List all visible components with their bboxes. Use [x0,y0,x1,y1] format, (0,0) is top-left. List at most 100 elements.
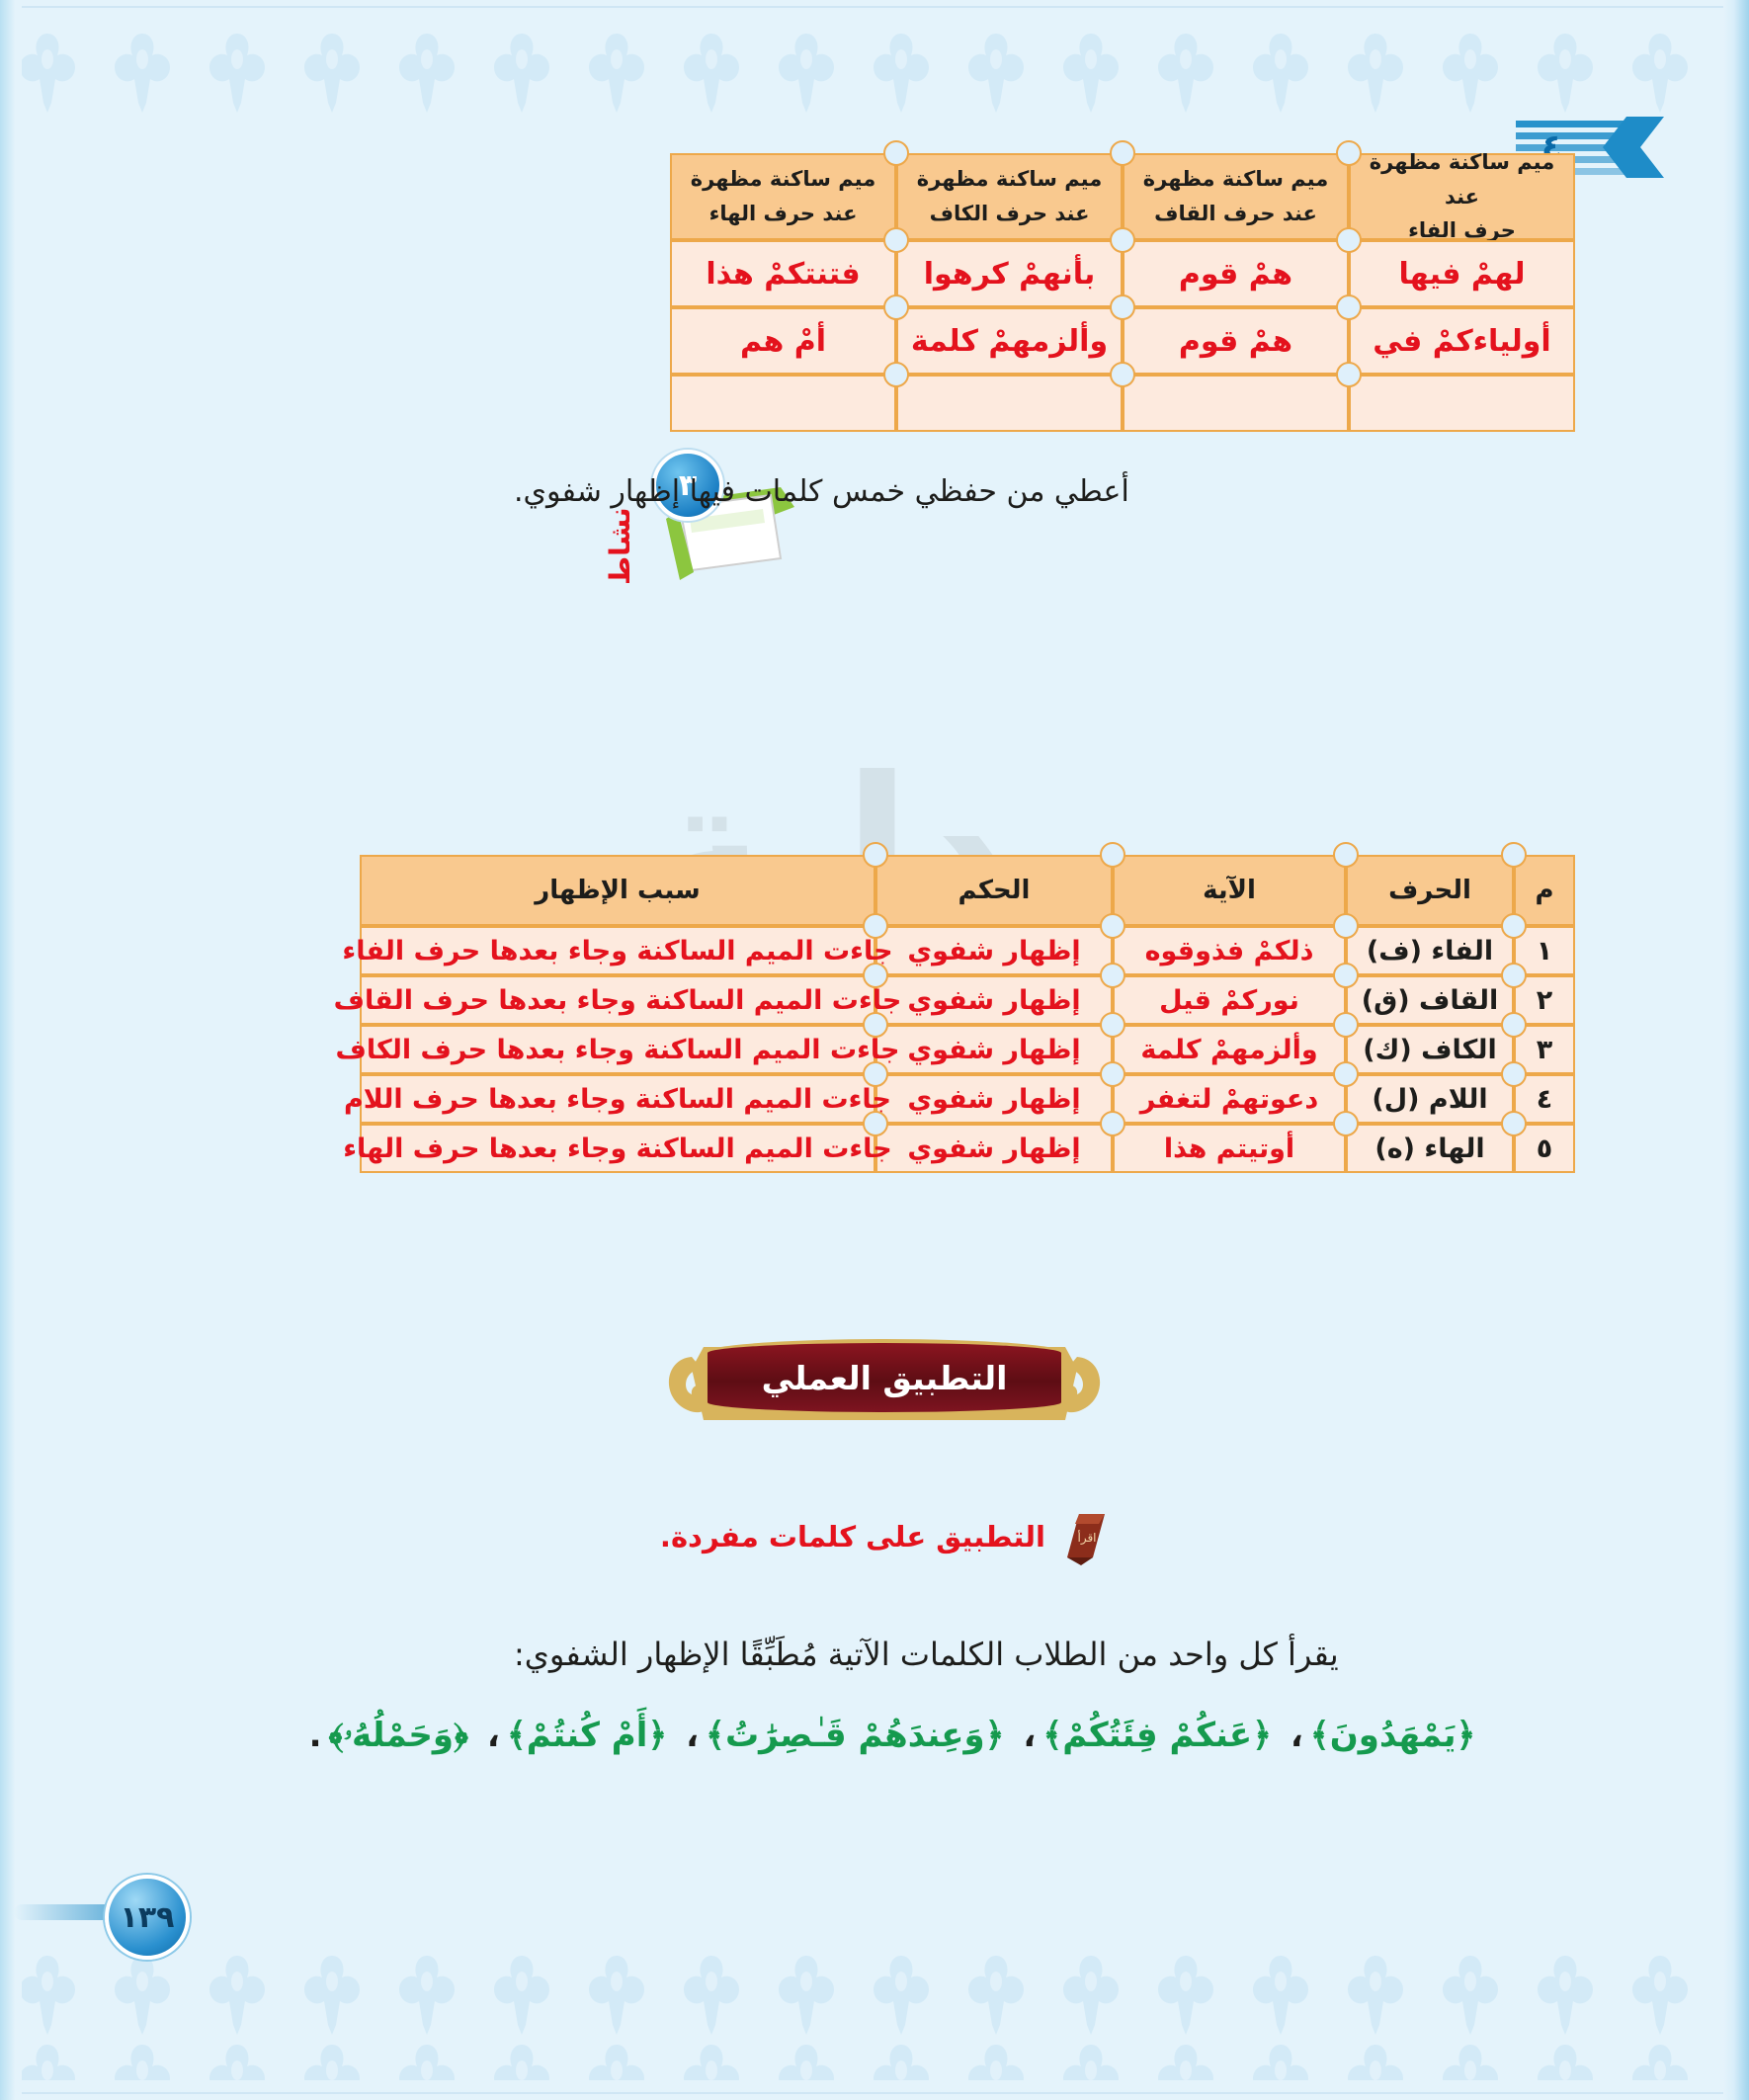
table-knob [1501,1111,1527,1136]
table2-cell-sabab: جاءت الميم الساكنة وجاء بعدها حرف الكاف [336,1025,899,1074]
terminator: . [308,1716,322,1755]
table-knob [1333,842,1359,868]
table2-cell-aya: دعوتهمْ لتغفر [1113,1074,1346,1124]
table2-header-num: م [1514,855,1575,926]
open-bracket-icon: ﴿ [1252,1716,1272,1755]
table-knob [883,362,909,387]
table-knob [1336,294,1362,320]
quran-word: عَنكُمْ فِئَتُكُمْ [1062,1716,1253,1755]
table2-cell-aya: وألزمهمْ كلمة [1113,1025,1346,1074]
table1-cell: همْ قوم [1123,240,1349,307]
table2-cell-hukm: إظهار شفوي [875,975,1113,1025]
table-knob [1336,140,1362,166]
table-knob [1100,1111,1125,1136]
table2-cell-hukm: إظهار شفوي [875,1025,1113,1074]
table-knob [1110,140,1135,166]
close-bracket-icon: ﴾ [706,1716,725,1755]
quran-word-item: ﴿يَمْهَدُونَ﴾ [1310,1716,1476,1755]
damask-border-top [0,30,1749,119]
open-bracket-icon: ﴿ [647,1716,668,1755]
table-knob [863,1061,888,1087]
table2-cell-sabab: جاءت الميم الساكنة وجاء بعدها حرف الفاء [342,926,893,975]
table2-cell-harf: القاف (ق) [1346,975,1514,1025]
separator: ، [1290,1716,1303,1755]
table2-cell-num: ٥ [1514,1124,1575,1173]
open-bracket-icon: ﴿ [984,1716,1005,1755]
instruction-text: يقرأ كل واحد من الطلاب الكلمات الآتية مُ… [514,1636,1339,1673]
table2-row: ٤ اللام (ل) دعوتهمْ لتغفر إظهار شفوي جاء… [344,1074,1575,1124]
table-knob [863,913,888,939]
quran-word: وَعِندَهُمْ قَـٰصِرَٰتُ [724,1716,985,1755]
table2-cell-aya: نوركمْ قيل [1113,975,1346,1025]
table2-cell-harf: اللام (ل) [1346,1074,1514,1124]
table-knob [1336,362,1362,387]
table2-cell-sabab: جاءت الميم الساكنة وجاء بعدها حرف الهاء [343,1124,892,1173]
table2-row: ٢ القاف (ق) نوركمْ قيل إظهار شفوي جاءت ا… [334,975,1575,1025]
table-knob [1110,362,1135,387]
activity-badge-3: ٣ نشاط [604,450,830,593]
table-knob [1333,963,1359,988]
open-bracket-icon: ﴿ [454,1716,469,1755]
table-knob [863,1012,888,1038]
page-number: ١٣٩ [14,1873,204,1962]
table1-cell-blank[interactable] [1349,375,1575,432]
table1-cell: بأنهمْ كرهوا [896,240,1123,307]
table2-row: ١ الفاء (ف) ذلكمْ فذوقوه إظهار شفوي جاءت… [342,926,1575,975]
table-knob [863,1111,888,1136]
table-knob [1100,913,1125,939]
stripes-icon [1516,117,1664,178]
table1-cell-blank[interactable] [896,375,1123,432]
page-spine-left [0,0,22,2100]
separator: ، [486,1716,500,1755]
quran-word: يَمْهَدُونَ [1329,1716,1457,1755]
table1-row-empty[interactable] [670,375,1575,432]
table-knob [863,963,888,988]
table-knob [1336,227,1362,253]
quran-word: أَمْ كُنتُمْ [526,1716,648,1755]
section-banner: التطبيق العملي [652,1329,1117,1438]
table-knob [1110,227,1135,253]
practice-table: م الحرف الآية الحكم سبب الإظهار ١ الفاء … [334,842,1575,1173]
table-knob [883,140,909,166]
quran-word: وَحَمْلُهُۥ [343,1716,454,1755]
close-bracket-icon: ﴾ [328,1716,344,1755]
table-knob [1333,1111,1359,1136]
open-bracket-icon: ﴿ [1456,1716,1476,1755]
table2-cell-harf: الكاف (ك) [1346,1025,1514,1074]
close-bracket-icon: ﴾ [1042,1716,1063,1755]
svg-text:اقرأ: اقرأ [1077,1530,1096,1546]
table1-cell: أولياءكمْ في [1349,307,1575,375]
table2-cell-hukm: إظهار شفوي [875,1074,1113,1124]
table1-cell: لهمْ فيها [1349,240,1575,307]
table1-cell: همْ قوم [1123,307,1349,375]
table1-header-cell: ميم ساكنة مظهرة عند حرف الهاء [670,153,896,240]
table1-cell: فتنتكمْ هذا [670,240,896,307]
table2-cell-harf: الهاء (ه) [1346,1124,1514,1173]
table2-header-row: م الحرف الآية الحكم سبب الإظهار [360,855,1575,926]
table1-row: لهمْ فيها همْ قوم بأنهمْ كرهوا فتنتكمْ ه… [670,240,1575,307]
damask-pattern-icon [0,30,1749,119]
practice-line: اقرأ التطبيق على كلمات مفردة. [652,1502,1117,1571]
page-number-circle: ١٣٩ [105,1875,190,1960]
table2-header-sabab: سبب الإظهار [360,855,875,926]
separator: ، [686,1716,700,1755]
table1-cell-blank[interactable] [670,375,896,432]
table2-cell-sabab: جاءت الميم الساكنة وجاء بعدها حرف اللام [344,1074,891,1124]
emphasis-examples-table: ميم ساكنة مظهرة عند حرف الفاء ميم ساكنة … [670,140,1575,432]
table2-cell-harf: الفاء (ف) [1346,926,1514,975]
table1-header-cell: ميم ساكنة مظهرة عند حرف الفاء [1349,150,1575,242]
table1-cell-blank[interactable] [1123,375,1349,432]
activity-number-badge: ٣ [652,450,723,521]
table1-cell: وألزمهمْ كلمة [896,307,1123,375]
pen-icon: اقرأ [1067,1514,1105,1565]
table-knob [1501,963,1527,988]
table1-row: أولياءكمْ في همْ قوم وألزمهمْ كلمة أمْ ه… [670,307,1575,375]
separator: ، [1023,1716,1037,1755]
damask-pattern-bottom-icon [0,1952,1749,2080]
table-knob [1333,1061,1359,1087]
table-knob [1501,913,1527,939]
table2-cell-hukm: إظهار شفوي [875,926,1113,975]
quran-word-item: ﴿عَنكُمْ فِئَتُكُمْ﴾ [1042,1716,1272,1755]
table-knob [883,294,909,320]
